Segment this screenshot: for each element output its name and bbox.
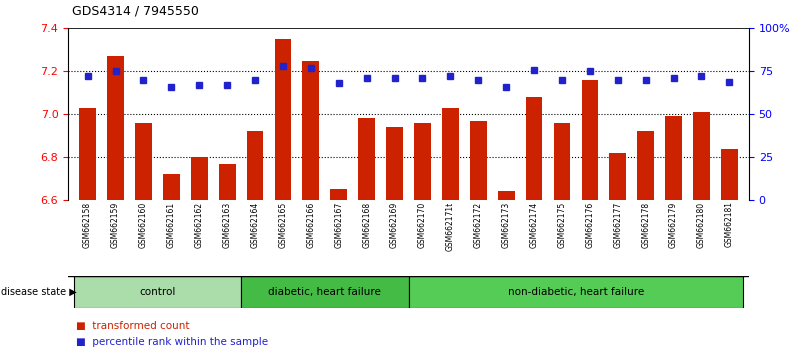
Bar <box>386 127 403 200</box>
Bar <box>665 116 682 200</box>
Bar <box>525 97 542 200</box>
Bar <box>107 56 124 200</box>
Bar <box>247 131 264 200</box>
Bar <box>414 123 431 200</box>
Bar <box>442 108 459 200</box>
Bar <box>219 164 235 200</box>
Bar <box>330 189 347 200</box>
Text: disease state ▶: disease state ▶ <box>1 287 77 297</box>
Text: ■  transformed count: ■ transformed count <box>76 321 190 331</box>
Bar <box>693 112 710 200</box>
Bar <box>409 276 743 308</box>
Text: control: control <box>139 287 175 297</box>
Bar <box>470 121 487 200</box>
Bar <box>582 80 598 200</box>
Bar <box>358 119 375 200</box>
Bar <box>721 149 738 200</box>
Text: non-diabetic, heart failure: non-diabetic, heart failure <box>508 287 644 297</box>
Bar <box>553 123 570 200</box>
Text: GDS4314 / 7945550: GDS4314 / 7945550 <box>72 4 199 17</box>
Bar <box>497 192 514 200</box>
Bar <box>638 131 654 200</box>
Bar <box>241 276 409 308</box>
Bar <box>163 174 179 200</box>
Text: ■  percentile rank within the sample: ■ percentile rank within the sample <box>76 337 268 347</box>
Bar <box>610 153 626 200</box>
Bar <box>303 61 320 200</box>
Bar <box>74 276 241 308</box>
Bar <box>135 123 152 200</box>
Bar <box>79 108 96 200</box>
Bar <box>191 157 207 200</box>
Text: diabetic, heart failure: diabetic, heart failure <box>268 287 381 297</box>
Bar <box>275 39 292 200</box>
